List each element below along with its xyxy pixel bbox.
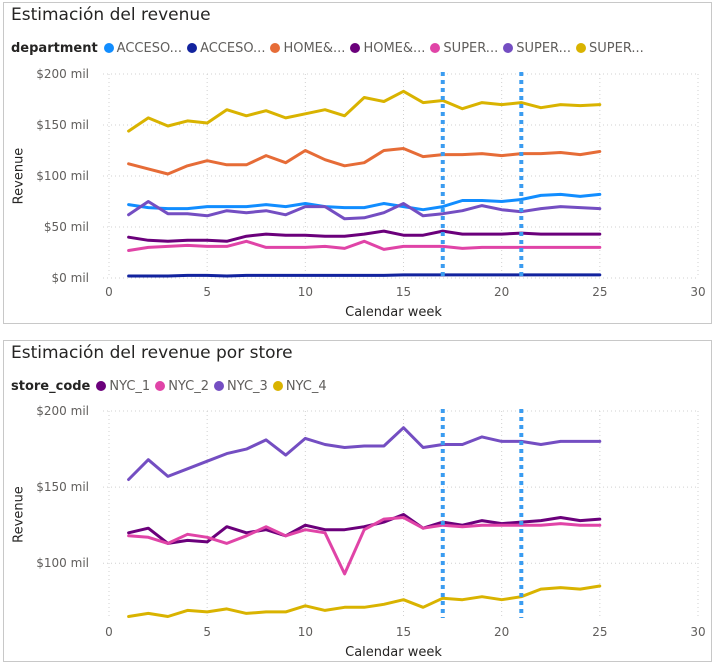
y-tick-label: $50 mil <box>44 220 89 234</box>
x-tick-label: 15 <box>396 625 411 639</box>
legend-title: department <box>11 40 98 56</box>
series-line <box>127 89 602 133</box>
x-tick-label: 0 <box>105 625 113 639</box>
chart-title: Estimación del revenue por store <box>11 343 293 363</box>
legend-item[interactable]: SUPER... <box>430 41 498 56</box>
legend-swatch <box>430 43 441 53</box>
x-axis-title: Calendar week <box>345 645 442 660</box>
legend-label: SUPER... <box>589 40 644 56</box>
legend-item[interactable]: HOME&... <box>350 41 425 56</box>
x-tick-label: 30 <box>690 285 705 299</box>
legend-label: NYC_1 <box>109 378 151 394</box>
legend-items: ACCESO... ACCESO... HOME&... HOME&... SUPER.… <box>103 40 649 56</box>
legend-swatch <box>187 43 198 53</box>
series-line <box>127 229 602 243</box>
x-tick-label: 15 <box>396 285 411 299</box>
chart-title: Estimación del revenue <box>11 5 211 25</box>
y-axis-title: Revenue <box>12 148 27 205</box>
legend-item[interactable]: ACCESO... <box>187 41 265 56</box>
x-tick-label: 20 <box>494 285 509 299</box>
legend-label: ACCESO... <box>116 40 183 56</box>
series-line <box>127 200 602 221</box>
legend-label: SUPER... <box>516 40 572 56</box>
legend-swatch <box>270 43 281 53</box>
y-tick-label: $200 mil <box>36 67 89 81</box>
legend-item[interactable]: SUPER... <box>576 41 644 56</box>
revenue-by-department-panel: Estimación del revenue department ACCESO… <box>3 2 712 324</box>
y-tick-label: $150 mil <box>36 480 89 494</box>
x-tick-label: 25 <box>592 285 607 299</box>
x-tick-label: 5 <box>203 625 211 639</box>
legend-swatch <box>155 381 166 391</box>
y-tick-label: $100 mil <box>36 169 89 183</box>
legend: store_code NYC_1 NYC_2 NYC_3 NYC_4 <box>11 377 332 395</box>
legend-swatch <box>103 43 114 53</box>
x-tick-label: 25 <box>592 625 607 639</box>
legend-swatch <box>214 381 224 391</box>
x-tick-label: 10 <box>298 285 313 299</box>
legend-swatch <box>96 381 107 391</box>
series-line <box>127 426 602 481</box>
x-tick-label: 30 <box>690 625 705 639</box>
legend-item[interactable]: NYC_2 <box>155 379 209 394</box>
legend-swatch <box>503 43 514 53</box>
legend-title: store_code <box>11 378 91 394</box>
legend-label: ACCESO... <box>200 40 266 56</box>
legend-item[interactable]: ACCESO... <box>103 40 183 56</box>
legend-swatch <box>272 381 283 391</box>
x-tick-label: 0 <box>105 285 113 299</box>
legend-label: NYC_2 <box>168 378 209 394</box>
legend-items: NYC_1 NYC_2 NYC_3 NYC_4 <box>96 379 331 394</box>
series-line <box>127 273 602 278</box>
x-tick-label: 5 <box>203 285 211 299</box>
series-line <box>127 239 602 252</box>
legend-label: HOME&... <box>283 40 346 56</box>
legend-item[interactable]: NYC_1 <box>96 379 150 394</box>
legend-swatch <box>576 43 587 53</box>
x-tick-label: 10 <box>298 625 313 639</box>
series-line <box>127 584 602 618</box>
legend: department ACCESO... ACCESO... HOME&... HOM… <box>11 39 649 57</box>
line-chart-department: $0 mil $50 mil $100 mil $150 mil $200 mil 0 5 1… <box>12 67 706 320</box>
y-tick-label: $0 mil <box>52 271 89 285</box>
revenue-by-store-panel: Estimación del revenue por store store_c… <box>3 340 712 662</box>
legend-swatch <box>350 43 361 53</box>
legend-label: SUPER... <box>443 40 499 56</box>
legend-item[interactable]: NYC_3 <box>214 379 268 394</box>
series-line <box>127 147 602 176</box>
x-tick-label: 20 <box>494 625 509 639</box>
legend-label: NYC_3 <box>227 378 268 394</box>
legend-item[interactable]: HOME&... <box>270 41 345 56</box>
legend-item[interactable]: NYC_4 <box>272 378 327 394</box>
x-axis-title: Calendar week <box>345 305 442 320</box>
line-chart-store: $100 mil $150 mil $200 mil 0 5 10 15 20 25 30 Cale… <box>12 404 706 660</box>
y-tick-label: $150 mil <box>36 118 89 132</box>
legend-label: NYC_4 <box>285 378 327 394</box>
y-tick-label: $100 mil <box>36 556 89 570</box>
series-line <box>127 516 602 576</box>
y-axis-title: Revenue <box>12 486 27 543</box>
legend-item[interactable]: SUPER... <box>503 41 571 56</box>
y-tick-label: $200 mil <box>36 404 89 418</box>
series-line <box>127 192 602 212</box>
legend-label: HOME&... <box>363 40 426 56</box>
